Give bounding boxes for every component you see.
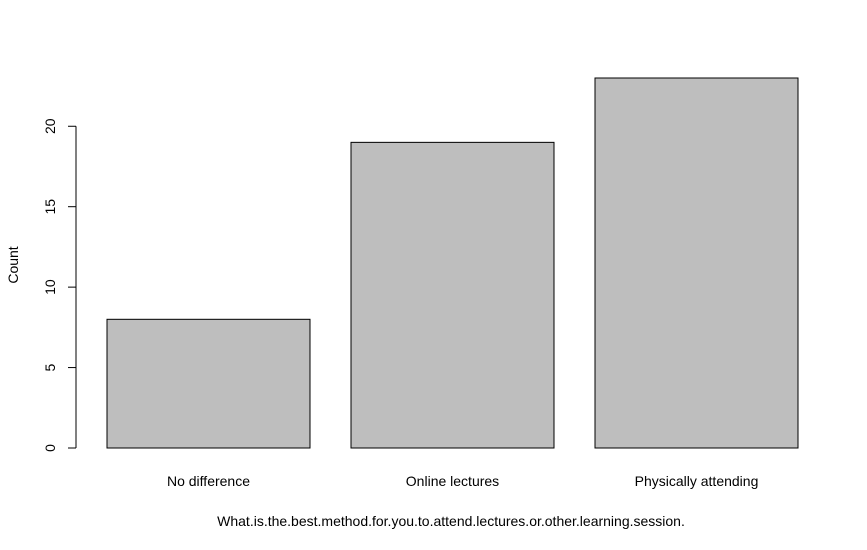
y-axis-label: Count (5, 246, 21, 283)
x-tick-labels: No difference Online lectures Physically a… (167, 473, 758, 489)
y-tick-label: 15 (42, 199, 58, 215)
y-tick-label: 20 (42, 118, 58, 134)
bar-online-lectures (350, 141, 555, 449)
x-tick-label: Physically attending (635, 473, 759, 489)
y-tick-label: 5 (42, 363, 58, 371)
y-axis: 0 5 10 15 20 (42, 118, 77, 452)
x-tick-label: Online lectures (406, 473, 499, 489)
x-tick-label: No difference (167, 473, 250, 489)
bars-group (106, 77, 799, 449)
x-axis-label: What.is.the.best.method.for.you.to.atten… (217, 513, 685, 529)
y-tick-label: 10 (42, 279, 58, 295)
y-tick-label: 0 (42, 444, 58, 452)
bar-physically-attending (594, 77, 799, 449)
bar-no-difference (106, 318, 311, 449)
